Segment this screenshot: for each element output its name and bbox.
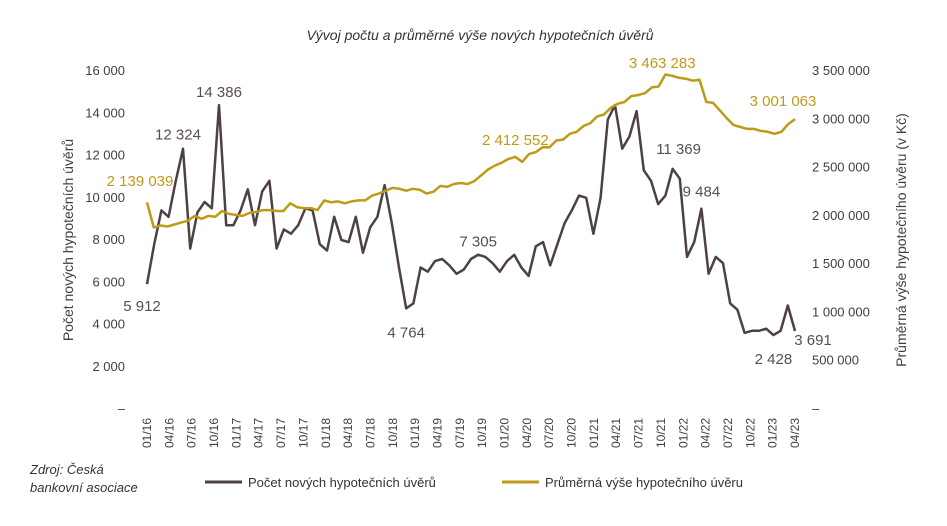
left-axis-label: Počet nových hypotečních úvěrů xyxy=(60,139,76,341)
series-line-average xyxy=(145,73,796,229)
x-axis-tick: 01/17 xyxy=(229,418,243,448)
source-line-2: bankovní asociace xyxy=(30,480,138,495)
series-layer xyxy=(145,73,797,337)
x-axis-tick: 04/16 xyxy=(162,418,176,448)
x-axis-tick: 07/21 xyxy=(632,418,646,448)
x-axis-tick: 01/18 xyxy=(319,418,333,448)
data-label-count: 14 386 xyxy=(196,84,242,101)
right-axis-tick: 1 000 000 xyxy=(812,304,870,319)
right-axis-label: Průměrná výše hypotečního úvěru (v Kč) xyxy=(893,113,909,367)
left-axis-tick: 12 000 xyxy=(85,148,125,163)
right-axis-ticks: – 500 000 1 000 000 1 500 000 2 000 000 2 500… xyxy=(812,63,870,416)
right-axis-tick: 500 000 xyxy=(812,353,859,368)
x-axis-tick: 01/16 xyxy=(140,418,154,448)
x-axis-tick: 10/22 xyxy=(743,418,757,448)
data-label-average: 2 412 552 xyxy=(482,132,549,149)
data-label-count: 12 324 xyxy=(155,127,201,144)
x-axis-tick: 01/22 xyxy=(676,418,690,448)
x-axis-tick: 04/23 xyxy=(788,418,802,448)
data-label-count: 9 484 xyxy=(683,184,721,201)
data-label-count: 5 912 xyxy=(123,298,161,315)
legend-label-count: Počet nových hypotečních úvěrů xyxy=(248,475,436,490)
x-axis-tick: 10/18 xyxy=(386,418,400,448)
x-axis-tick: 07/17 xyxy=(274,418,288,448)
left-axis-tick: 2 000 xyxy=(92,359,125,374)
left-axis-tick: 6 000 xyxy=(92,274,125,289)
right-axis-tick: 3 000 000 xyxy=(812,111,870,126)
left-axis-tick: 10 000 xyxy=(85,190,125,205)
x-axis-tick: 07/18 xyxy=(363,418,377,448)
x-axis-tick: 10/19 xyxy=(475,418,489,448)
x-axis-tick: 04/20 xyxy=(520,418,534,448)
right-axis-tick: 3 500 000 xyxy=(812,63,870,78)
x-axis-tick: 10/17 xyxy=(296,418,310,448)
data-label-average: 3 001 063 xyxy=(750,93,817,110)
left-axis-ticks: – 2 000 4 000 6 000 8 000 10 000 12 000 14 000 1… xyxy=(85,63,126,416)
data-label-count: 2 428 xyxy=(755,351,793,368)
data-label-count: 11 369 xyxy=(656,141,701,158)
left-axis-tick: – xyxy=(118,401,126,416)
x-axis-tick: 07/16 xyxy=(185,418,199,448)
x-axis-tick: 04/22 xyxy=(699,418,713,448)
x-axis-tick: 01/21 xyxy=(587,418,601,448)
series-line-count xyxy=(145,103,797,337)
left-axis-tick: 16 000 xyxy=(85,63,125,78)
source-line-1: Zdroj: Česká xyxy=(29,462,104,477)
data-label-average: 2 139 039 xyxy=(107,173,174,190)
x-axis-tick: 04/18 xyxy=(341,418,355,448)
x-axis-tick: 01/19 xyxy=(408,418,422,448)
right-axis-tick: – xyxy=(812,401,820,416)
x-axis-tick: 07/22 xyxy=(721,418,735,448)
data-label-count: 7 305 xyxy=(459,234,497,251)
right-axis-tick: 1 500 000 xyxy=(812,256,870,271)
x-axis-tick: 04/17 xyxy=(252,418,266,448)
data-label-average: 3 463 283 xyxy=(629,55,696,72)
x-axis-tick: 10/21 xyxy=(654,418,668,448)
legend: Počet nových hypotečních úvěrů Průměrná … xyxy=(205,475,743,490)
data-label-count: 3 691 xyxy=(794,332,832,349)
x-axis-tick: 04/21 xyxy=(609,418,623,448)
x-axis-tick: 04/19 xyxy=(430,418,444,448)
x-axis-tick: 07/20 xyxy=(542,418,556,448)
x-axis-tick: 07/19 xyxy=(453,418,467,448)
data-label-count: 4 764 xyxy=(387,324,425,341)
source-note: Zdroj: Česká bankovní asociace xyxy=(29,462,138,495)
left-axis-tick: 8 000 xyxy=(92,232,125,247)
x-axis-tick: 10/20 xyxy=(565,418,579,448)
data-labels-layer: 5 912 14 386 12 324 4 764 7 305 11 369 9 484 2 … xyxy=(107,55,832,368)
x-axis-tick: 01/20 xyxy=(498,418,512,448)
right-axis-tick: 2 500 000 xyxy=(812,160,870,175)
left-axis-tick: 4 000 xyxy=(92,317,125,332)
x-axis-tick: 10/16 xyxy=(207,418,221,448)
x-axis-ticks: 01/16 04/16 07/16 10/16 01/17 04/17 07/17 10/17… xyxy=(140,418,802,448)
x-axis-tick: 01/23 xyxy=(766,418,780,448)
right-axis-tick: 2 000 000 xyxy=(812,208,870,223)
left-axis-tick: 14 000 xyxy=(85,105,125,120)
legend-label-average: Průměrná výše hypotečního úvěru xyxy=(545,475,743,490)
chart-title: Vývoj počtu a průměrné výše nových hypot… xyxy=(306,27,653,43)
